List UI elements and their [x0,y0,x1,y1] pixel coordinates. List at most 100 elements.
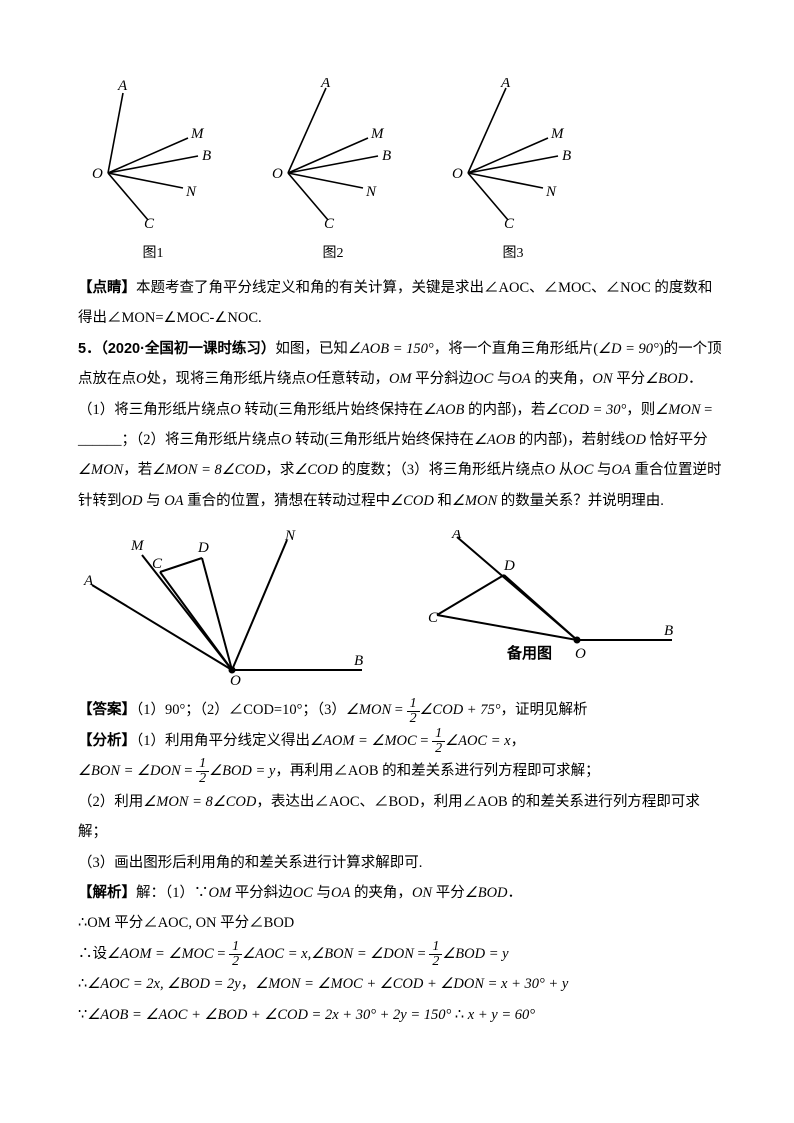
fenxi-3: （2）利用∠MON = 8∠COD，表达出∠AOC、∠BOD，利用∠AOB 的和… [78,787,722,848]
lbl-A2: A [320,78,331,91]
bl-M: M [130,538,145,554]
p2b: 的内部)，若射线 [515,432,625,448]
p2-mon8: ∠MON = 8∠COD [152,462,265,478]
p1d: ，则 [626,402,655,418]
lbl-N2: N [365,184,377,200]
oc: OC [473,371,493,387]
jx5a: ∵ [78,1007,87,1023]
t4: 处，现将三角形纸片绕点 [146,371,306,387]
f1-eq: = [417,733,432,749]
oa: OA [511,371,530,387]
jx3-e2: ∠BON = ∠DON [311,946,414,962]
q5-src: （2020·全国初一课时练习） [101,341,276,357]
f2b: ，再利用∠AOB 的和差关系进行列方程即可求解； [275,763,599,779]
p1c: 的内部)，若 [464,402,545,418]
e-aob: ∠AOB = 150° [348,341,434,357]
big-fig-right-wrap: A D C B O 备用图 [422,530,682,685]
p3d: 与 [142,493,164,509]
t7: 与 [493,371,511,387]
bl-O: O [230,673,241,685]
t9: 平分 [613,371,646,387]
jx-bod: ∠BOD [465,885,508,901]
t8: 的夹角， [531,371,593,387]
lbl-N: N [185,184,197,200]
jx4-e2: ∠MON = ∠MOC + ∠COD + ∠DON = x + 30° + y [255,976,568,992]
jx4b: ， [241,976,256,992]
answer: 【答案】（1）90°；（2）∠COD=10°；（3）∠MON = 12∠COD … [78,695,722,725]
lbl-B2: B [382,148,391,164]
t10: ． [688,371,703,387]
fenxi-1: 【分析】（1）利用角平分线定义得出∠AOM = ∠MOC = 12∠AOC = … [78,726,722,756]
jx-on: ON [412,885,432,901]
lbl-C2: C [324,216,335,228]
p1-cod: ∠COD = 30° [545,402,626,418]
caption2: 图2 [258,239,408,268]
bl-B: B [354,653,363,669]
fig2: A M B N C O 图2 [258,78,408,269]
ans-r: ∠COD + 75° [420,702,501,718]
jiexi-5: ∵∠AOB = ∠AOC + ∠BOD + ∠COD = 2x + 30° + … [78,1000,722,1030]
p2d: ，若 [123,462,152,478]
jx5-e: ∠AOB = ∠AOC + ∠BOD + ∠COD = 2x + 30° + 2… [87,1007,451,1023]
p3-oc: OC [573,462,593,478]
f1-r: ∠AOC = x [445,733,510,749]
jx-oc: OC [293,885,313,901]
lbl-A3: A [500,78,511,91]
p1-o: O [230,402,240,418]
br-C: C [428,610,439,626]
dianjing-label: 【点睛】 [78,280,136,296]
br-cap: 备用图 [506,644,552,662]
frac-half-1: 12 [407,697,420,726]
f2-expr: ∠BON = ∠DON [78,763,181,779]
ans-eq: = [391,702,406,718]
dianjing-text: 本题考查了角平分线定义和角的有关计算，关键是求出∠AOC、∠MOC、∠NOC 的… [78,280,712,326]
jx-t1: 平分斜边 [231,885,293,901]
jx3-eq2: = [414,946,429,962]
lbl-N3: N [545,184,557,200]
fenxi-label: 【分析】 [78,733,136,749]
bl-C: C [152,556,163,572]
o2: O [306,371,316,387]
q5-stem: 5．（2020·全国初一课时练习）如图，已知∠AOB = 150°，将一个直角三… [78,334,722,395]
fig3: A M B N C O 图3 [438,78,588,269]
t2: ，将一个直角三角形纸片( [434,341,598,357]
blank: ______ [78,432,122,448]
frac-half-4: 12 [229,940,242,969]
frac-half-5: 12 [429,940,442,969]
big-fig-left: M C D N A B O [82,530,372,685]
answer-label: 【答案】 [78,702,136,718]
t1: 如图，已知 [275,341,348,357]
p2c: 恰好平分 [646,432,708,448]
p3e: 重合的位置，猜想在转动过程中 [184,493,391,509]
fig1: A M B N C O 图1 [78,78,228,269]
caption1: 图1 [78,239,228,268]
lbl-A: A [117,78,128,94]
lbl-M: M [190,126,205,142]
bod: ∠BOD [645,371,688,387]
q5-num: 5． [78,341,101,357]
p3-od: OD [122,493,143,509]
jx3a: ∴设 [78,946,107,962]
big-figure-row: M C D N A B O A D C B O 备用图 [82,530,722,685]
p3-mon2: ∠MON [452,493,497,509]
lbl-B: B [202,148,211,164]
p3f: 和 [434,493,452,509]
p1-aob: ∠AOB [423,402,464,418]
jx3-e1: ∠AOM = ∠MOC [107,946,214,962]
jiexi-3: ∴设∠AOM = ∠MOC = 12∠AOC = x,∠BON = ∠DON =… [78,939,722,969]
p1-mon: ∠MON [655,402,700,418]
lbl-O3: O [452,166,463,182]
f3-expr: ∠MON = 8∠COD [143,794,256,810]
jx-t3: 的夹角， [350,885,412,901]
br-O: O [575,646,586,662]
f1a: （1）利用角平分线定义得出 [136,733,310,749]
p2-o: O [281,432,291,448]
t6: 平分斜边 [412,371,474,387]
br-B: B [664,623,673,639]
f3a: （2）利用 [78,794,143,810]
frac-half-3: 12 [196,757,209,786]
p3g: 的数量关系？并说明理由. [497,493,664,509]
lbl-M2: M [370,126,385,142]
jx5-e2: x + y = 60° [468,1007,535,1023]
f1-expr: ∠AOM = ∠MOC [310,733,417,749]
